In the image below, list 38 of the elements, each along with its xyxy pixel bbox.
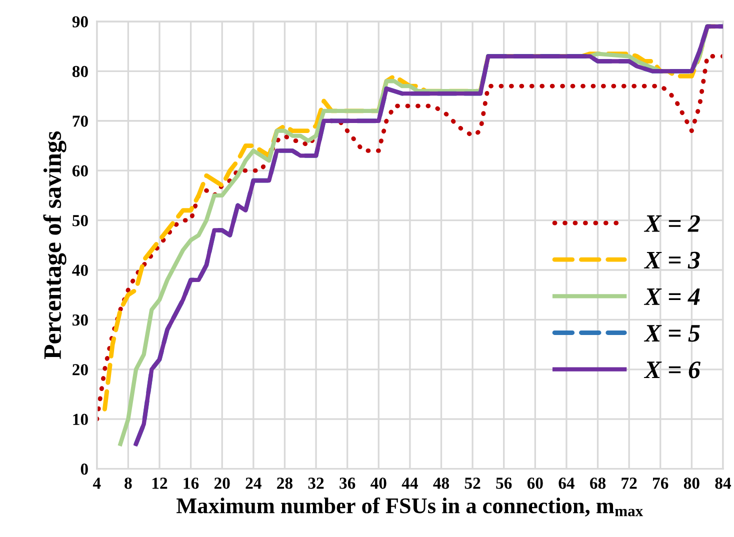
y-tick-label: 50 xyxy=(72,214,88,226)
y-tick-label: 80 xyxy=(72,66,88,78)
x-tick-label: 24 xyxy=(246,478,262,489)
x-tick-label: 16 xyxy=(184,478,199,489)
y-tick-label: 70 xyxy=(72,116,88,127)
x-tick-label: 12 xyxy=(152,478,168,489)
x-tick-label: 4 xyxy=(92,478,101,489)
legend-label: X = 3 xyxy=(644,252,700,269)
y-tick-label: 60 xyxy=(72,165,88,177)
x-tick-label: 8 xyxy=(124,478,132,489)
x-tick-label: 32 xyxy=(308,478,324,489)
x-tick-label: 80 xyxy=(684,478,700,489)
legend-label: X = 6 xyxy=(644,362,700,378)
y-tick-label: 10 xyxy=(73,414,88,426)
y-axis-title: Percentage of savings xyxy=(43,131,66,360)
y-tick-label: 40 xyxy=(72,264,88,276)
x-tick-label: 60 xyxy=(527,478,543,489)
x-tick-label: 56 xyxy=(496,478,512,489)
x-tick-label: 72 xyxy=(622,478,637,489)
legend-label: X = 5 xyxy=(644,325,700,342)
y-tick-label: 30 xyxy=(72,314,88,326)
legend-label: X = 2 xyxy=(644,215,700,232)
x-tick-label: 84 xyxy=(715,478,732,489)
x-tick-label: 52 xyxy=(464,478,480,489)
y-tick-label: 20 xyxy=(72,364,88,376)
y-tick-label: 90 xyxy=(72,16,88,28)
legend-label: X = 4 xyxy=(644,288,700,305)
x-tick-label: 68 xyxy=(590,478,606,489)
y-tick-label: 0 xyxy=(80,464,88,475)
x-tick-label: 20 xyxy=(214,478,230,489)
x-tick-label: 28 xyxy=(277,478,292,489)
x-axis-title: Maximum number of FSUs in a connection, m$_{max}$ xyxy=(176,497,644,517)
x-tick-label: 36 xyxy=(340,478,356,489)
x-tick-label: 40 xyxy=(370,478,386,489)
x-tick-label: 48 xyxy=(433,478,450,489)
x-tick-label: 44 xyxy=(402,478,418,489)
x-tick-label: 64 xyxy=(558,478,574,489)
x-tick-label: 76 xyxy=(653,478,668,489)
